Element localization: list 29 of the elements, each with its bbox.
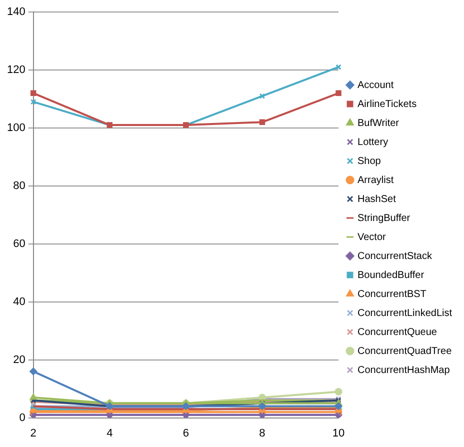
y-tick-label: 100 [6,122,26,134]
legend-label: StringBuffer [358,212,411,224]
y-tick-label: 120 [6,64,26,76]
legend-label: ConcurrentBST [358,288,426,300]
legend-label: ConcurrentHashMap [358,364,450,376]
legend-label: HashSet [358,194,396,205]
x-tick-label: 8 [259,427,266,440]
y-tick-label: 140 [6,6,26,18]
legend-label: Lottery [358,136,388,148]
y-tick-label: 20 [13,354,26,366]
legend-label: BoundedBuffer [358,270,425,281]
legend-label: ConcurrentStack [358,250,433,262]
legend-label: AirlineTickets [358,98,417,110]
y-tick-label: 0 [19,412,26,424]
legend-label: Vector [358,232,387,243]
legend-label: Shop [358,156,382,167]
x-tick-label: 6 [182,427,189,440]
y-tick-label: 80 [13,180,26,192]
y-tick-label: 60 [13,238,26,250]
legend-label: BufWriter [358,118,400,129]
legend-label: ConcurrentQueue [358,326,438,338]
y-tick-label: 40 [13,296,26,308]
x-tick-label: 4 [106,427,113,440]
x-tick-label: 2 [30,427,36,440]
x-tick-label: 10 [332,427,345,440]
legend-label: ConcurrentQuadTree [358,346,452,357]
legend-label: ConcurrentLinkedList [358,308,452,319]
legend-label: Arraylist [358,174,394,186]
legend-label: Account [358,80,394,91]
